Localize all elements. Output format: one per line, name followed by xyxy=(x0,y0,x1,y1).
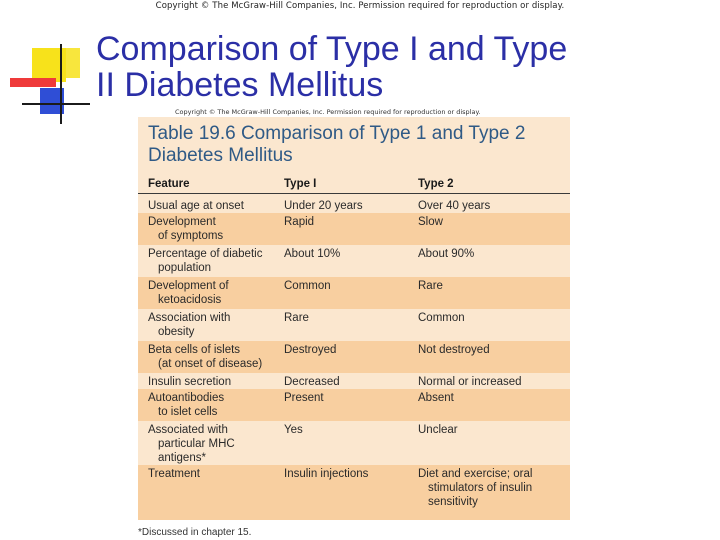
table-row: Insulin secretion Decreased Normal or incr… xyxy=(138,373,570,389)
cell-type-1: Common xyxy=(284,279,414,293)
cell-line: Development xyxy=(148,216,216,228)
cell-line: Percentage of diabetic xyxy=(148,248,263,260)
cell-feature: Beta cells of islets (at onset of disease… xyxy=(148,343,282,371)
table-title-line-1: Table 19.6 Comparison of Type 1 and Type… xyxy=(148,123,526,144)
copyright-notice-top: Copyright © The McGraw-Hill Companies, I… xyxy=(155,1,565,11)
cell-line: Unclear xyxy=(418,424,458,436)
cell-type-2: Rare xyxy=(418,279,568,293)
cell-feature: Usual age at onset xyxy=(148,199,282,213)
cell-feature: Associated with particular MHC antigens* xyxy=(148,423,282,465)
cell-line: Autoantibodies xyxy=(148,392,225,404)
cell-line: Present xyxy=(284,392,324,404)
decorative-vertical-line xyxy=(60,44,62,124)
cell-type-1: Insulin injections xyxy=(284,467,414,481)
decorative-red-bar xyxy=(10,78,56,87)
cell-line: Rare xyxy=(418,280,443,292)
cell-type-1: Under 20 years xyxy=(284,199,414,213)
cell-line: Not destroyed xyxy=(418,344,490,356)
cell-line: Absent xyxy=(418,392,454,404)
cell-type-2: Unclear xyxy=(418,423,568,437)
slide-title-line-2: II Diabetes Mellitus xyxy=(96,66,384,104)
table-row: Treatment Insulin injections Diet and exer… xyxy=(138,465,570,520)
cell-line: Over 40 years xyxy=(418,200,491,212)
table-row: Development of symptoms Rapid Slow xyxy=(138,213,570,245)
cell-line: (at onset of disease) xyxy=(158,358,263,370)
cell-line: Usual age at onset xyxy=(148,200,244,212)
comparison-table: Table 19.6 Comparison of Type 1 and Type… xyxy=(138,117,570,520)
cell-line: Common xyxy=(418,312,465,324)
cell-feature: Percentage of diabetic population xyxy=(148,247,282,275)
cell-line: stimulators of insulin xyxy=(428,482,533,494)
cell-line: Diet and exercise; oral xyxy=(418,468,533,480)
decorative-yellow-strip xyxy=(64,48,80,78)
cell-type-2: Normal or increased xyxy=(418,375,568,389)
table-row: Beta cells of islets (at onset of disease… xyxy=(138,341,570,373)
cell-line: Decreased xyxy=(284,376,340,388)
cell-line: About 10% xyxy=(284,248,341,260)
cell-line: Rapid xyxy=(284,216,315,228)
table-row: Autoantibodies to islet cells Present Absen… xyxy=(138,389,570,421)
cell-line: Destroyed xyxy=(284,344,337,356)
cell-line: About 90% xyxy=(418,248,475,260)
cell-feature: Autoantibodies to islet cells xyxy=(148,391,282,419)
header-type-2: Type 2 xyxy=(418,178,454,190)
cell-type-2: Diet and exercise; oral stimulators of in… xyxy=(418,467,568,509)
cell-line: Development of xyxy=(148,280,229,292)
copyright-notice-image: Copyright © The McGraw-Hill Companies, I… xyxy=(175,108,481,116)
cell-line: to islet cells xyxy=(158,406,218,418)
slide-title: Comparison of Type I and Type II Diabete… xyxy=(96,31,696,103)
cell-line: of symptoms xyxy=(158,230,224,242)
cell-type-2: About 90% xyxy=(418,247,568,261)
cell-line: Associated with xyxy=(148,424,228,436)
decorative-horizontal-line xyxy=(22,103,90,105)
cell-feature: Development of ketoacidosis xyxy=(148,279,282,307)
cell-feature: Insulin secretion xyxy=(148,375,282,389)
table-title: Table 19.6 Comparison of Type 1 and Type… xyxy=(148,123,568,167)
cell-line: sensitivity xyxy=(428,496,478,508)
cell-feature: Treatment xyxy=(148,467,282,481)
cell-line: population xyxy=(158,262,212,274)
header-type-1: Type I xyxy=(284,178,317,190)
cell-feature: Development of symptoms xyxy=(148,215,282,243)
cell-type-1: Present xyxy=(284,391,414,405)
cell-line: Slow xyxy=(418,216,443,228)
cell-type-2: Over 40 years xyxy=(418,199,568,213)
cell-line: Normal or increased xyxy=(418,376,522,388)
cell-line: Common xyxy=(284,280,331,292)
table-row: Associated with particular MHC antigens* Ye… xyxy=(138,421,570,465)
cell-line: Insulin injections xyxy=(284,468,369,480)
cell-type-1: About 10% xyxy=(284,247,414,261)
header-feature: Feature xyxy=(148,178,190,190)
cell-type-1: Decreased xyxy=(284,375,414,389)
cell-line: Rare xyxy=(284,312,309,324)
cell-line: Association with xyxy=(148,312,231,324)
table-title-line-2: Diabetes Mellitus xyxy=(148,145,293,166)
cell-feature: Association with obesity xyxy=(148,311,282,339)
cell-line: particular MHC xyxy=(158,438,235,450)
table-header-row: Feature Type I Type 2 xyxy=(138,175,570,194)
cell-line: Beta cells of islets xyxy=(148,344,241,356)
table-row: Percentage of diabetic population About 10… xyxy=(138,245,570,277)
table-row: Association with obesity Rare Common xyxy=(138,309,570,341)
cell-type-2: Common xyxy=(418,311,568,325)
table-row: Usual age at onset Under 20 years Over 40 … xyxy=(138,197,570,213)
cell-line: obesity xyxy=(158,326,195,338)
cell-line: ketoacidosis xyxy=(158,294,222,306)
cell-type-1: Rapid xyxy=(284,215,414,229)
cell-type-1: Destroyed xyxy=(284,343,414,357)
cell-type-1: Yes xyxy=(284,423,414,437)
cell-type-1: Rare xyxy=(284,311,414,325)
cell-type-2: Not destroyed xyxy=(418,343,568,357)
cell-line: Treatment xyxy=(148,468,200,480)
cell-line: Under 20 years xyxy=(284,200,363,212)
cell-line: antigens* xyxy=(158,452,206,464)
cell-type-2: Slow xyxy=(418,215,568,229)
cell-type-2: Absent xyxy=(418,391,568,405)
cell-line: Yes xyxy=(284,424,303,436)
slide-title-line-1: Comparison of Type I and Type xyxy=(96,30,568,68)
table-row: Development of ketoacidosis Common Rare xyxy=(138,277,570,309)
table-footnote: *Discussed in chapter 15. xyxy=(138,527,252,538)
cell-line: Insulin secretion xyxy=(148,376,232,388)
